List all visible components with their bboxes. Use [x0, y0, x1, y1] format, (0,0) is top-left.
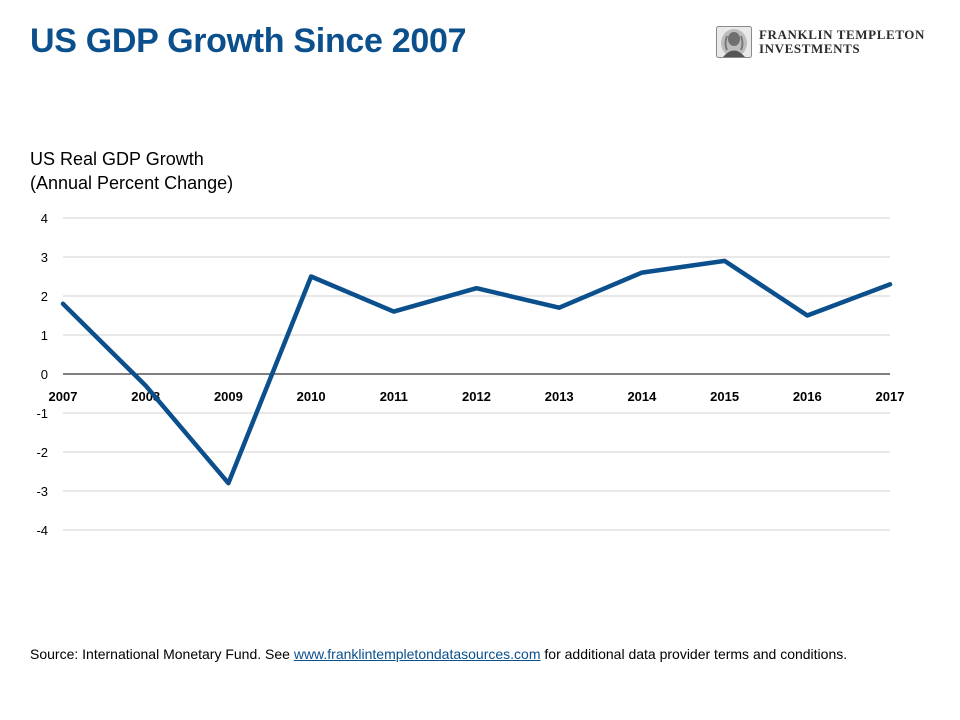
x-tick-label: 2017	[876, 389, 905, 404]
data-sources-link[interactable]: www.franklintempletondatasources.com	[293, 646, 541, 662]
series-line	[60, 258, 893, 486]
y-tick-label: 4	[41, 211, 48, 226]
logo-line-1: FRANKLIN TEMPLETON	[759, 27, 925, 42]
y-tick-label: -1	[36, 406, 48, 421]
y-tick-label: 2	[41, 289, 48, 304]
source-note: Source: International Monetary Fund. See…	[30, 645, 900, 663]
series-layer	[60, 258, 893, 486]
y-tick-label: 1	[41, 328, 48, 343]
y-tick-label: -2	[36, 445, 48, 460]
x-tick-label: 2011	[380, 389, 408, 404]
x-tick-label: 2012	[462, 389, 491, 404]
x-tick-label: 2015	[710, 389, 739, 404]
source-suffix: for additional data provider terms and c…	[540, 646, 848, 662]
y-axis-tick-labels: 4 3 2 1 0 -1 -2 -3 -4	[36, 211, 48, 538]
franklin-portrait-icon	[716, 26, 752, 58]
x-tick-label: 2009	[214, 389, 243, 404]
logo-line-2: INVESTMENTS	[759, 41, 861, 56]
y-tick-label: -4	[36, 523, 48, 538]
y-tick-label: -3	[36, 484, 48, 499]
x-tick-label: 2014	[627, 389, 657, 404]
y-tick-label: 3	[41, 250, 48, 265]
chart-title: US Real GDP Growth (Annual Percent Chang…	[30, 147, 233, 195]
source-prefix: Source: International Monetary Fund. See	[30, 646, 294, 662]
y-tick-label: 0	[41, 367, 48, 382]
x-tick-label: 2007	[49, 389, 78, 404]
franklin-templeton-logo: FRANKLIN TEMPLETON INVESTMENTS	[716, 26, 936, 60]
slide-title: US GDP Growth Since 2007	[30, 22, 467, 60]
x-tick-label: 2016	[793, 389, 822, 404]
x-axis-tick-labels: 2007 2008 2009 2010 2011 2012 2013 2014 2015 2016…	[49, 389, 905, 404]
chart-title-line-2: (Annual Percent Change)	[30, 173, 234, 193]
x-tick-label: 2010	[297, 389, 326, 404]
chart-title-line-1: US Real GDP Growth	[30, 149, 204, 169]
x-tick-label: 2013	[545, 389, 574, 404]
